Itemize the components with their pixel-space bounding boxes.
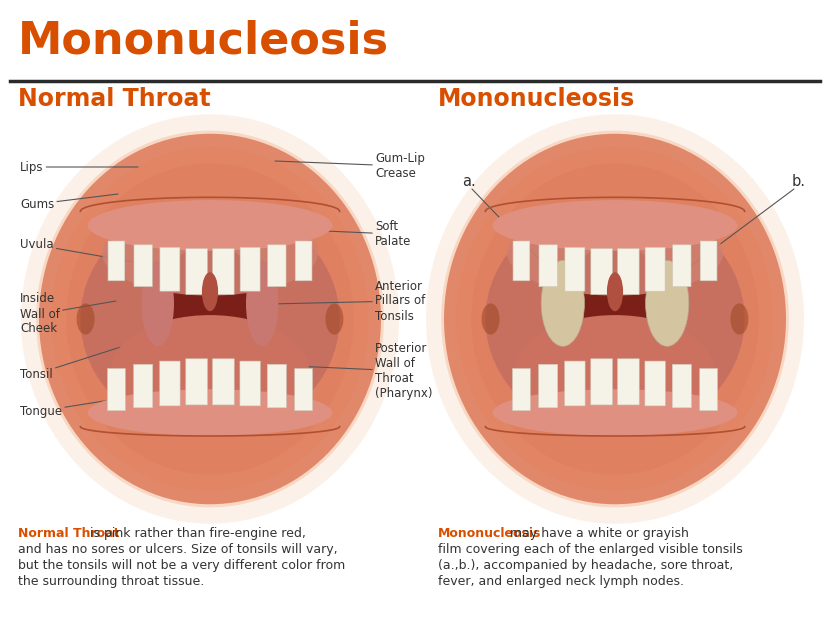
FancyBboxPatch shape [159, 361, 180, 406]
Ellipse shape [507, 210, 723, 296]
FancyBboxPatch shape [160, 247, 180, 291]
FancyBboxPatch shape [513, 241, 530, 281]
FancyBboxPatch shape [672, 245, 691, 287]
Text: is pink rather than fire-engine red,: is pink rather than fire-engine red, [85, 527, 305, 540]
Text: Mononucleosis: Mononucleosis [438, 527, 541, 540]
Text: Uvula: Uvula [20, 238, 185, 271]
Ellipse shape [21, 114, 399, 524]
FancyBboxPatch shape [591, 359, 613, 405]
Ellipse shape [564, 245, 666, 354]
FancyBboxPatch shape [700, 369, 717, 411]
Ellipse shape [730, 303, 749, 335]
Ellipse shape [492, 200, 737, 251]
Ellipse shape [607, 272, 623, 311]
Ellipse shape [88, 389, 332, 436]
Ellipse shape [102, 210, 318, 296]
FancyBboxPatch shape [539, 245, 557, 287]
Ellipse shape [486, 202, 745, 436]
Text: and has no sores or ulcers. Size of tonsils will vary,: and has no sores or ulcers. Size of tons… [18, 543, 338, 556]
FancyBboxPatch shape [186, 248, 208, 294]
Text: Tonsil: Tonsil [20, 344, 130, 381]
Text: Inside
Wall of
Cheek: Inside Wall of Cheek [20, 292, 116, 335]
Ellipse shape [516, 315, 714, 425]
Text: Gums: Gums [20, 194, 118, 211]
Text: Gum-Lip
Crease: Gum-Lip Crease [275, 152, 425, 180]
Ellipse shape [66, 164, 354, 475]
Ellipse shape [541, 260, 584, 347]
Ellipse shape [202, 272, 218, 311]
Ellipse shape [444, 134, 786, 504]
FancyBboxPatch shape [134, 364, 153, 408]
Text: a.: a. [462, 174, 476, 189]
Text: Mononucleosis: Mononucleosis [438, 87, 635, 111]
Text: (a.,b.), accompanied by headache, sore throat,: (a.,b.), accompanied by headache, sore t… [438, 559, 733, 572]
Ellipse shape [39, 134, 381, 504]
Ellipse shape [646, 260, 689, 347]
Text: Mononucleosis: Mononucleosis [18, 19, 389, 62]
FancyBboxPatch shape [212, 248, 234, 294]
FancyBboxPatch shape [564, 361, 585, 406]
FancyBboxPatch shape [565, 247, 585, 291]
Text: may have a white or grayish: may have a white or grayish [505, 527, 688, 540]
FancyBboxPatch shape [186, 359, 208, 405]
Text: b.: b. [792, 174, 806, 189]
FancyBboxPatch shape [240, 361, 261, 406]
FancyBboxPatch shape [240, 247, 260, 291]
FancyBboxPatch shape [107, 369, 125, 411]
FancyBboxPatch shape [267, 364, 286, 408]
FancyBboxPatch shape [618, 359, 639, 405]
Ellipse shape [76, 303, 95, 335]
Ellipse shape [426, 114, 804, 524]
Text: Anterior
Pillars of
Tonsils: Anterior Pillars of Tonsils [270, 279, 425, 323]
FancyBboxPatch shape [645, 247, 665, 291]
FancyBboxPatch shape [295, 369, 313, 411]
Ellipse shape [481, 303, 500, 335]
Ellipse shape [37, 131, 384, 508]
Text: film covering each of the enlarged visible tonsils: film covering each of the enlarged visib… [438, 543, 743, 556]
Ellipse shape [159, 245, 261, 354]
Text: Soft
Palate: Soft Palate [280, 220, 412, 248]
FancyBboxPatch shape [618, 248, 639, 294]
Ellipse shape [325, 303, 344, 335]
Ellipse shape [81, 202, 339, 436]
FancyBboxPatch shape [672, 364, 691, 408]
FancyBboxPatch shape [212, 359, 234, 405]
FancyBboxPatch shape [512, 369, 530, 411]
Text: Lips: Lips [20, 160, 138, 174]
FancyBboxPatch shape [539, 364, 558, 408]
Text: Normal Throat: Normal Throat [18, 527, 120, 540]
Text: Tongue: Tongue [20, 394, 148, 418]
Text: but the tonsils will not be a very different color from: but the tonsils will not be a very diffe… [18, 559, 345, 572]
FancyBboxPatch shape [645, 361, 666, 406]
Text: Normal Throat: Normal Throat [18, 87, 211, 111]
Ellipse shape [471, 164, 759, 475]
FancyBboxPatch shape [108, 241, 124, 281]
Ellipse shape [111, 315, 309, 425]
Ellipse shape [492, 389, 737, 436]
Ellipse shape [246, 260, 278, 347]
Text: the surrounding throat tissue.: the surrounding throat tissue. [18, 575, 204, 588]
Text: fever, and enlarged neck lymph nodes.: fever, and enlarged neck lymph nodes. [438, 575, 684, 588]
Ellipse shape [88, 200, 332, 251]
Text: Posterior
Wall of
Throat
(Pharynx): Posterior Wall of Throat (Pharynx) [250, 342, 432, 400]
FancyBboxPatch shape [701, 241, 717, 281]
Ellipse shape [142, 260, 174, 347]
FancyBboxPatch shape [295, 241, 312, 281]
FancyBboxPatch shape [591, 248, 613, 294]
Ellipse shape [441, 131, 788, 508]
FancyBboxPatch shape [268, 245, 286, 287]
FancyBboxPatch shape [134, 245, 153, 287]
Ellipse shape [51, 147, 369, 491]
Ellipse shape [457, 147, 774, 491]
